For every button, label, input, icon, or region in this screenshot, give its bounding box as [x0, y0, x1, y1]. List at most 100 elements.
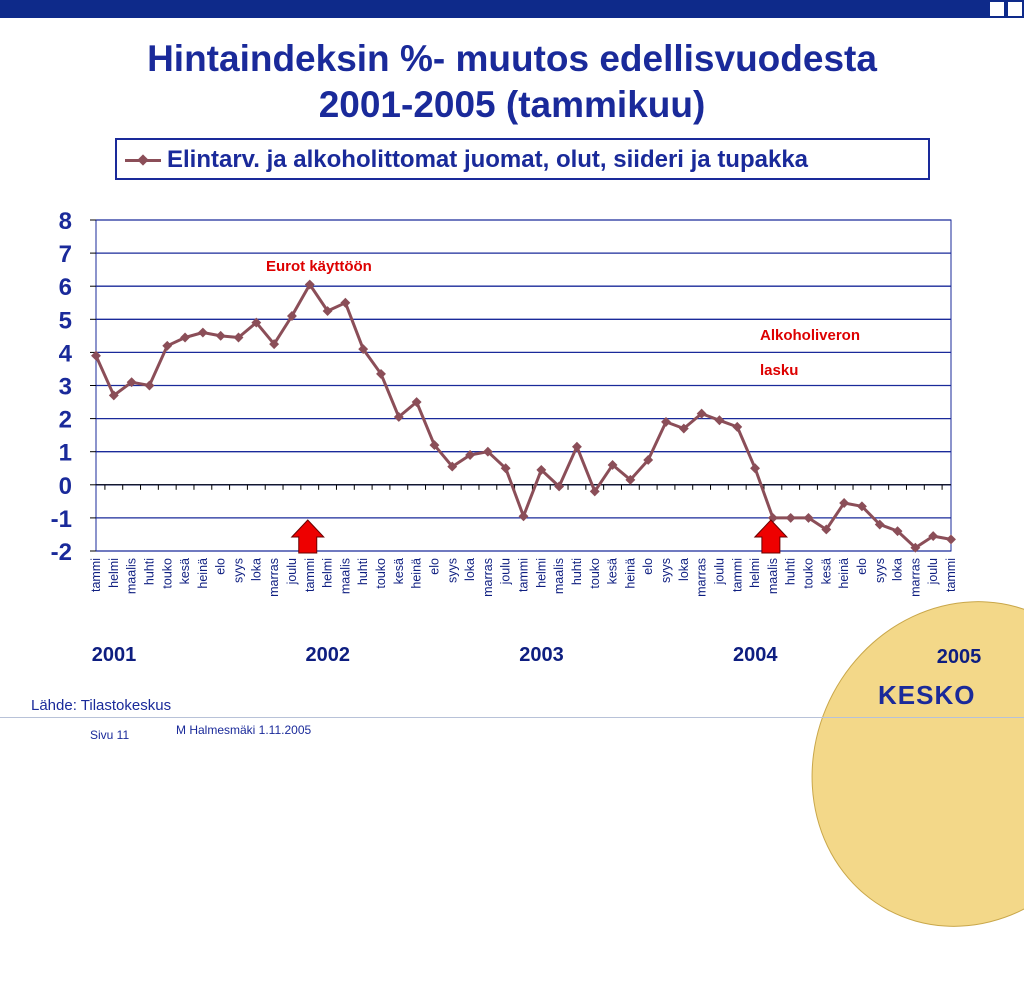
data-point	[839, 498, 850, 508]
data-point	[144, 380, 155, 391]
y-tick-label: 8	[59, 208, 72, 235]
y-tick-label: 2	[59, 407, 72, 434]
x-category-label: kesä	[178, 558, 192, 584]
data-point	[126, 377, 137, 388]
title-line-2: 2001-2005 (tammikuu)	[318, 84, 706, 125]
data-point	[625, 474, 636, 485]
top-bar-square	[1008, 2, 1022, 16]
data-point	[910, 542, 921, 553]
legend-series-label: Elintarv. ja alkoholittomat juomat, olut…	[167, 146, 809, 173]
data-point	[215, 330, 226, 341]
data-point	[197, 327, 208, 338]
data-point	[358, 344, 369, 355]
x-category-label: maalis	[338, 558, 352, 594]
data-point	[269, 339, 280, 350]
data-point	[803, 512, 814, 523]
x-category-label: loka	[891, 558, 905, 581]
x-category-label: tammi	[303, 558, 317, 592]
data-point	[928, 531, 939, 542]
year-label: 2003	[519, 644, 564, 666]
data-point	[607, 459, 618, 470]
data-point	[500, 463, 511, 474]
data-point	[785, 512, 796, 523]
x-category-label: touko	[802, 558, 816, 589]
x-category-label: joulu	[285, 558, 299, 585]
data-point	[696, 408, 707, 419]
kesko-logo: KESKO	[878, 680, 976, 710]
x-category-label: huhti	[784, 558, 798, 585]
event-arrow	[290, 519, 325, 554]
data-point	[251, 317, 262, 328]
x-category-label: huhti	[570, 558, 584, 585]
x-category-label: heinä	[410, 558, 424, 589]
data-point	[661, 416, 671, 427]
data-point	[874, 519, 885, 530]
data-point	[518, 511, 529, 522]
x-category-label: elo	[855, 558, 869, 575]
data-point	[447, 461, 458, 472]
event-arrow	[753, 519, 789, 554]
x-category-label: touko	[588, 558, 602, 589]
chart-title: Hintaindeksin %- muutos edellisvuodesta …	[0, 36, 1024, 128]
data-point	[946, 534, 956, 545]
data-point	[856, 501, 867, 512]
data-point	[233, 332, 244, 343]
x-category-label: loka	[677, 558, 691, 581]
y-tick-label: 7	[59, 241, 72, 268]
x-category-label: syys	[232, 558, 246, 583]
y-tick-label: -2	[51, 539, 72, 566]
x-category-label: elo	[641, 558, 655, 575]
year-label: 2002	[306, 644, 351, 666]
data-point	[465, 450, 476, 460]
x-category-label: syys	[873, 558, 887, 583]
y-tick-label: 3	[59, 374, 72, 401]
x-category-label: touko	[374, 558, 388, 589]
x-category-label: heinä	[623, 558, 637, 589]
x-category-label: heinä	[196, 558, 210, 589]
data-point	[643, 455, 654, 465]
x-category-label: elo	[427, 558, 441, 575]
x-category-label: maalis	[552, 558, 566, 594]
x-category-label: joulu	[712, 558, 726, 585]
x-category-label: tammi	[730, 558, 744, 592]
data-point	[536, 464, 547, 475]
x-category-label: marras	[695, 558, 709, 597]
x-category-label: marras	[267, 558, 281, 597]
year-label: 2004	[733, 644, 778, 666]
x-category-label: syys	[445, 558, 459, 583]
x-category-label: marras	[481, 558, 495, 597]
x-category-label: huhti	[142, 558, 156, 585]
data-point	[411, 397, 422, 407]
y-tick-label: 0	[59, 473, 72, 500]
marker-layer	[290, 519, 789, 554]
series-layer	[91, 279, 956, 553]
x-category-label: syys	[659, 558, 673, 583]
data-point	[589, 486, 600, 497]
top-bar-square	[990, 2, 1004, 16]
x-category-label: maalis	[766, 558, 780, 594]
x-category-label: huhti	[356, 558, 370, 585]
data-point	[821, 524, 832, 535]
y-tick-label: -1	[51, 506, 72, 533]
x-category-label: helmi	[107, 558, 121, 588]
y-tick-label: 5	[59, 307, 72, 334]
data-point	[429, 440, 440, 451]
year-label: 2001	[92, 644, 137, 666]
x-category-label: loka	[463, 558, 477, 581]
data-point	[162, 340, 173, 351]
data-point	[750, 463, 761, 474]
data-point	[678, 423, 689, 434]
x-category-label: kesä	[819, 558, 833, 584]
data-point	[554, 481, 565, 492]
x-category-label: helmi	[534, 558, 548, 588]
x-category-label: maalis	[125, 558, 139, 594]
y-tick-label: 6	[59, 274, 72, 301]
data-point	[482, 446, 493, 457]
annotation-alcohol-line-1: Alkoholiveron	[760, 327, 860, 344]
x-category-label: joulu	[499, 558, 513, 585]
series-line	[94, 283, 952, 550]
annotation-euro: Eurot käyttöön	[266, 258, 372, 275]
x-category-label: kesä	[392, 558, 406, 584]
source-note: Lähde: Tilastokeskus	[31, 697, 172, 714]
